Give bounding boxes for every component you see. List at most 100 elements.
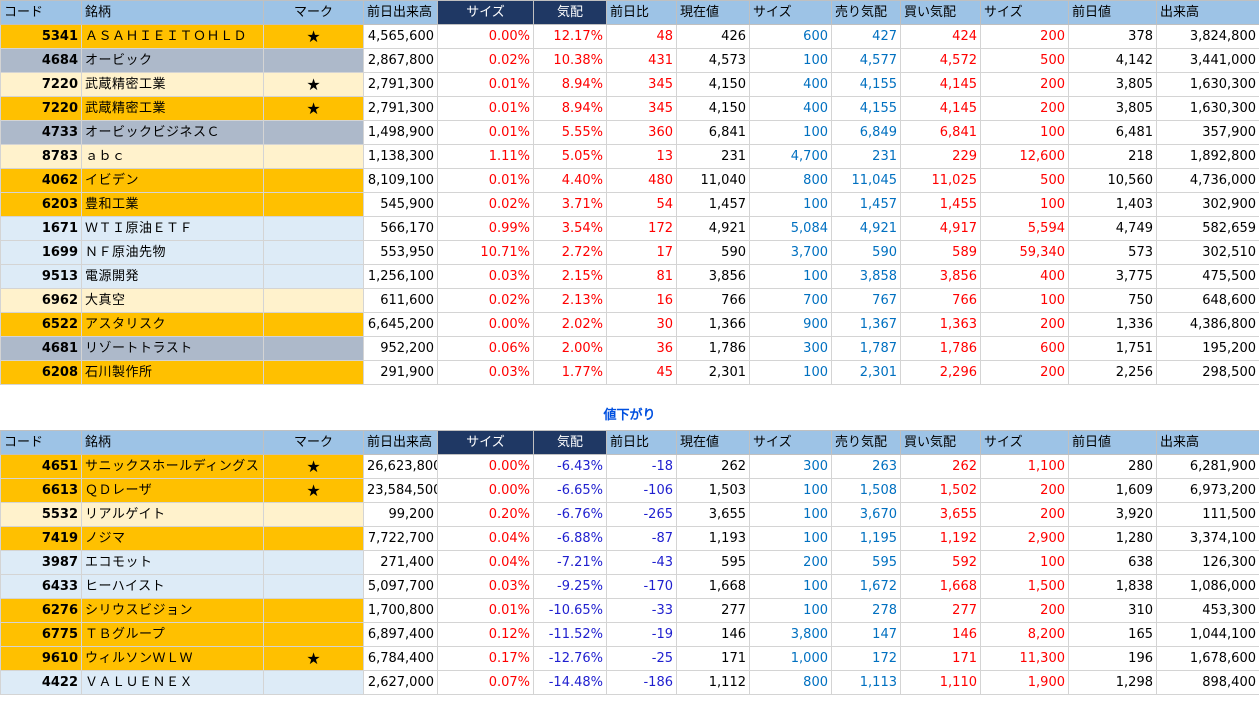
- bid-size-cell[interactable]: 200: [980, 478, 1069, 503]
- current-price-cell[interactable]: 4,150: [676, 72, 750, 97]
- stock-name-cell[interactable]: 武蔵精密工業: [81, 96, 264, 121]
- quote-percent-cell[interactable]: 2.15%: [533, 264, 607, 289]
- prev-volume-cell[interactable]: 1,256,100: [363, 264, 438, 289]
- current-price-cell[interactable]: 1,366: [676, 312, 750, 337]
- bid-size-cell[interactable]: 11,300: [980, 646, 1069, 671]
- ask-price-cell[interactable]: 1,787: [831, 336, 901, 361]
- volume-cell[interactable]: 6,281,900: [1156, 454, 1259, 479]
- header-size[interactable]: サイズ: [749, 430, 832, 455]
- size-percent-cell[interactable]: 0.01%: [437, 120, 534, 145]
- table-row[interactable]: 9610 ウィルソンＷＬＷ ★ 6,784,400 0.17% -12.76% -25 171…: [0, 646, 1259, 671]
- volume-cell[interactable]: 1,044,100: [1156, 622, 1259, 647]
- stock-code-cell[interactable]: 6433: [0, 574, 82, 599]
- star-mark-cell[interactable]: [263, 288, 364, 313]
- ask-size-cell[interactable]: 100: [749, 264, 832, 289]
- header-name[interactable]: 銘柄: [81, 430, 264, 455]
- quote-percent-cell[interactable]: 5.05%: [533, 144, 607, 169]
- ask-size-cell[interactable]: 100: [749, 502, 832, 527]
- prev-close-cell[interactable]: 280: [1068, 454, 1157, 479]
- bid-size-cell[interactable]: 200: [980, 598, 1069, 623]
- ask-size-cell[interactable]: 400: [749, 96, 832, 121]
- quote-percent-cell[interactable]: 3.54%: [533, 216, 607, 241]
- change-cell[interactable]: -43: [606, 550, 677, 575]
- bid-price-cell[interactable]: 4,917: [900, 216, 981, 241]
- prev-volume-cell[interactable]: 5,097,700: [363, 574, 438, 599]
- stock-name-cell[interactable]: イビデン: [81, 168, 264, 193]
- table-row[interactable]: 7220 武蔵精密工業 ★ 2,791,300 0.01% 8.94% 345 4,150 40…: [0, 96, 1259, 121]
- volume-cell[interactable]: 3,824,800: [1156, 24, 1259, 49]
- ask-size-cell[interactable]: 100: [749, 48, 832, 73]
- bid-size-cell[interactable]: 100: [980, 120, 1069, 145]
- ask-size-cell[interactable]: 100: [749, 526, 832, 551]
- volume-cell[interactable]: 1,678,600: [1156, 646, 1259, 671]
- bid-size-cell[interactable]: 500: [980, 168, 1069, 193]
- bid-size-cell[interactable]: 200: [980, 72, 1069, 97]
- quote-percent-cell[interactable]: 12.17%: [533, 24, 607, 49]
- quote-percent-cell[interactable]: 2.13%: [533, 288, 607, 313]
- ask-price-cell[interactable]: 1,113: [831, 670, 901, 695]
- header-ask[interactable]: 売り気配: [831, 0, 901, 25]
- current-price-cell[interactable]: 4,150: [676, 96, 750, 121]
- stock-name-cell[interactable]: 石川製作所: [81, 360, 264, 385]
- star-mark-cell[interactable]: [263, 312, 364, 337]
- change-cell[interactable]: 431: [606, 48, 677, 73]
- ask-size-cell[interactable]: 100: [749, 120, 832, 145]
- star-mark-cell[interactable]: [263, 192, 364, 217]
- prev-volume-cell[interactable]: 553,950: [363, 240, 438, 265]
- stock-code-cell[interactable]: 7419: [0, 526, 82, 551]
- current-price-cell[interactable]: 6,841: [676, 120, 750, 145]
- quote-percent-cell[interactable]: 1.77%: [533, 360, 607, 385]
- header-volume[interactable]: 出来高: [1156, 430, 1259, 455]
- size-percent-cell[interactable]: 0.20%: [437, 502, 534, 527]
- prev-volume-cell[interactable]: 545,900: [363, 192, 438, 217]
- ask-size-cell[interactable]: 700: [749, 288, 832, 313]
- ask-price-cell[interactable]: 4,155: [831, 72, 901, 97]
- size-percent-cell[interactable]: 0.99%: [437, 216, 534, 241]
- stock-name-cell[interactable]: オービック: [81, 48, 264, 73]
- change-cell[interactable]: 13: [606, 144, 677, 169]
- prev-volume-cell[interactable]: 4,565,600: [363, 24, 438, 49]
- ask-size-cell[interactable]: 100: [749, 192, 832, 217]
- ask-size-cell[interactable]: 100: [749, 360, 832, 385]
- table-row[interactable]: 4062 イビデン 8,109,100 0.01% 4.40% 480 11,040 800 1…: [0, 168, 1259, 193]
- prev-volume-cell[interactable]: 6,784,400: [363, 646, 438, 671]
- ask-price-cell[interactable]: 3,670: [831, 502, 901, 527]
- header-price[interactable]: 現在値: [676, 0, 750, 25]
- header-prev-volume[interactable]: 前日出来高: [363, 0, 438, 25]
- current-price-cell[interactable]: 1,503: [676, 478, 750, 503]
- stock-name-cell[interactable]: ＴＢグループ: [81, 622, 264, 647]
- bid-size-cell[interactable]: 100: [980, 288, 1069, 313]
- star-mark-cell[interactable]: ★: [263, 72, 364, 97]
- change-cell[interactable]: 36: [606, 336, 677, 361]
- prev-volume-cell[interactable]: 2,627,000: [363, 670, 438, 695]
- change-cell[interactable]: 345: [606, 96, 677, 121]
- stock-code-cell[interactable]: 6203: [0, 192, 82, 217]
- size-percent-cell[interactable]: 0.03%: [437, 360, 534, 385]
- bid-size-cell[interactable]: 400: [980, 264, 1069, 289]
- stock-name-cell[interactable]: サニックスホールディングス: [81, 454, 264, 479]
- ask-price-cell[interactable]: 1,508: [831, 478, 901, 503]
- volume-cell[interactable]: 357,900: [1156, 120, 1259, 145]
- size-percent-cell[interactable]: 0.03%: [437, 264, 534, 289]
- bid-size-cell[interactable]: 8,200: [980, 622, 1069, 647]
- table-row[interactable]: 1699 ＮＦ原油先物 553,950 10.71% 2.72% 17 590 3,700 59…: [0, 240, 1259, 265]
- prev-close-cell[interactable]: 3,920: [1068, 502, 1157, 527]
- stock-name-cell[interactable]: ＱＤレーザ: [81, 478, 264, 503]
- bid-size-cell[interactable]: 200: [980, 24, 1069, 49]
- ask-price-cell[interactable]: 6,849: [831, 120, 901, 145]
- size-percent-cell[interactable]: 0.01%: [437, 168, 534, 193]
- table-row[interactable]: 6613 ＱＤレーザ ★ 23,584,500 0.00% -6.65% -106 1,503…: [0, 478, 1259, 503]
- table-row[interactable]: 7419 ノジマ 7,722,700 0.04% -6.88% -87 1,193 100 1,…: [0, 526, 1259, 551]
- table-row[interactable]: 6522 アスタリスク 6,645,200 0.00% 2.02% 30 1,366 900 1…: [0, 312, 1259, 337]
- bid-price-cell[interactable]: 2,296: [900, 360, 981, 385]
- bid-price-cell[interactable]: 3,655: [900, 502, 981, 527]
- stock-code-cell[interactable]: 1699: [0, 240, 82, 265]
- prev-volume-cell[interactable]: 1,138,300: [363, 144, 438, 169]
- star-mark-cell[interactable]: ★: [263, 478, 364, 503]
- bid-size-cell[interactable]: 1,100: [980, 454, 1069, 479]
- ask-size-cell[interactable]: 4,700: [749, 144, 832, 169]
- bid-price-cell[interactable]: 766: [900, 288, 981, 313]
- current-price-cell[interactable]: 171: [676, 646, 750, 671]
- volume-cell[interactable]: 648,600: [1156, 288, 1259, 313]
- stock-code-cell[interactable]: 4062: [0, 168, 82, 193]
